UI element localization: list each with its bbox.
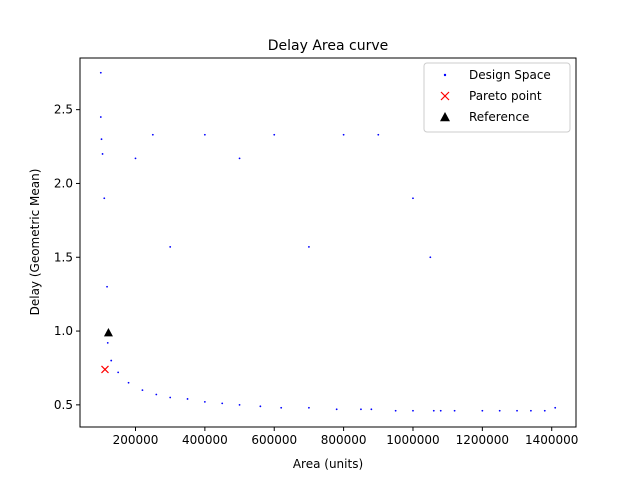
design-space-marker [106, 285, 108, 288]
design-space-marker [203, 401, 206, 403]
legend-label: Reference [469, 110, 529, 124]
design-space-marker [103, 197, 106, 200]
design-space-marker [498, 409, 501, 412]
design-space-marker [100, 138, 103, 141]
legend: Design Space Pareto point Reference [423, 62, 571, 133]
design-space-marker [99, 116, 102, 118]
design-space-marker [186, 398, 189, 400]
design-space-marker [543, 409, 546, 412]
design-space-marker [203, 133, 206, 136]
design-space-marker [360, 408, 362, 411]
chart-title: Delay Area curve [268, 38, 389, 54]
design-space-marker [530, 409, 532, 412]
design-space-marker [259, 405, 262, 408]
design-space-marker [127, 381, 130, 384]
legend-label: Design Space [469, 68, 551, 82]
design-space-marker [342, 133, 345, 136]
design-space-marker [335, 408, 338, 411]
plot-frame [79, 57, 577, 428]
design-space-marker [117, 371, 120, 374]
legend-items: Design Space Pareto point Reference [440, 68, 551, 124]
design-space-marker [169, 396, 172, 399]
design-space-marker [481, 409, 484, 412]
y-axis-ticks: 0.5 1.0 1.5 2.0 2.5 [54, 103, 80, 412]
design-space-marker [110, 359, 113, 362]
x-tick-label: 1200000 [456, 433, 509, 447]
design-space-marker [273, 133, 276, 136]
design-space-marker [134, 157, 137, 160]
x-tick-label: 1400000 [525, 433, 578, 447]
design-space-marker [377, 133, 380, 136]
design-space-marker [453, 409, 456, 412]
design-space-marker [412, 197, 414, 200]
design-space-marker [554, 406, 557, 409]
reference-marker [103, 328, 113, 337]
y-tick-label: 0.5 [54, 398, 73, 412]
design-space-marker [238, 403, 241, 406]
design-space-marker [370, 408, 373, 411]
design-space-marker [169, 246, 172, 248]
x-tick-label: 400000 [182, 433, 228, 447]
design-space-marker [439, 409, 442, 412]
design-space-marker [280, 406, 283, 409]
legend-marker [440, 112, 450, 122]
legend-marker [443, 73, 447, 77]
design-space-marker [308, 406, 310, 409]
design-space-marker [106, 341, 109, 344]
y-axis-label: Delay (Geometric Mean) [28, 169, 42, 316]
y-tick-label: 1.5 [54, 250, 73, 264]
y-tick-label: 1.0 [54, 324, 73, 338]
scatter-points [99, 71, 557, 412]
design-space-marker [101, 153, 104, 155]
design-space-marker [429, 256, 432, 259]
x-tick-label: 800000 [321, 433, 367, 447]
design-space-marker [99, 71, 102, 74]
design-space-marker [238, 157, 241, 160]
design-space-marker [308, 246, 310, 248]
x-axis-label: Area (units) [293, 457, 363, 471]
x-tick-label: 200000 [113, 433, 159, 447]
x-tick-label: 600000 [251, 433, 297, 447]
legend-label: Pareto point [469, 89, 542, 103]
x-axis-ticks: 200000 400000 600000 800000 1000000 1200000 14… [113, 427, 578, 447]
design-space-marker [516, 409, 518, 412]
design-space-marker [141, 389, 144, 391]
y-tick-label: 2.0 [54, 176, 73, 190]
design-space-marker [151, 133, 154, 136]
design-space-marker [155, 393, 158, 396]
design-space-marker [221, 402, 224, 405]
design-space-marker [412, 409, 414, 412]
x-tick-label: 1000000 [386, 433, 439, 447]
design-space-marker [394, 409, 397, 412]
design-space-marker [432, 409, 435, 412]
pareto-point-marker [101, 365, 109, 374]
y-tick-label: 2.5 [54, 103, 73, 117]
legend-box [423, 62, 571, 133]
legend-marker [440, 91, 450, 101]
